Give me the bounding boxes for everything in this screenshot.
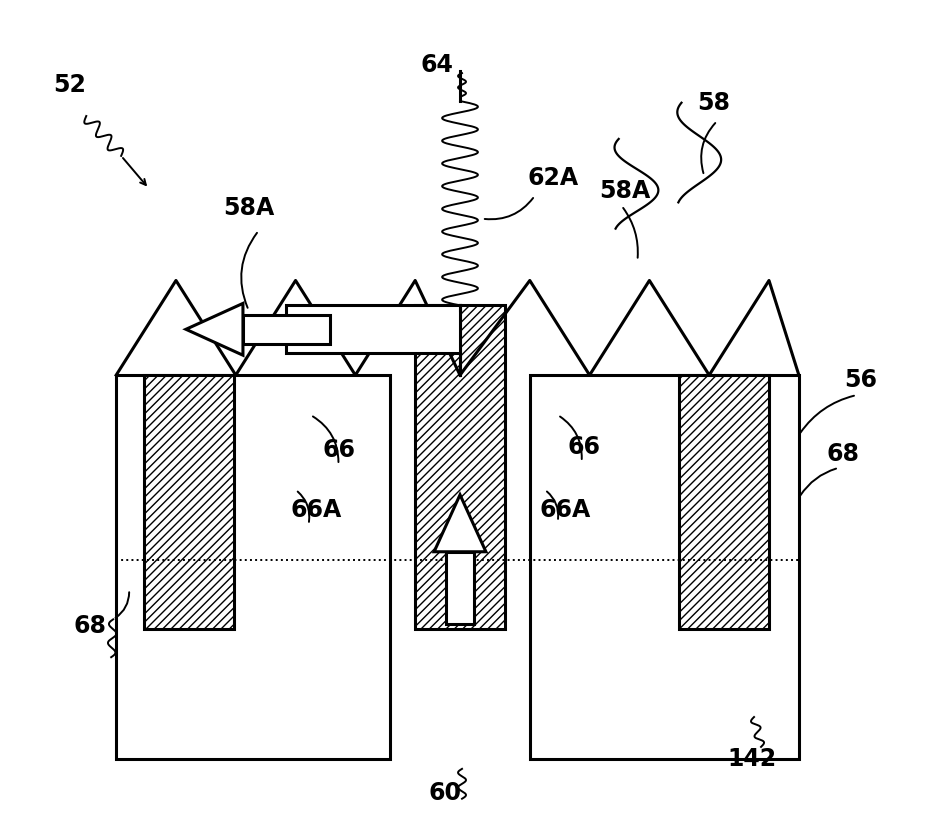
Bar xyxy=(116,375,390,759)
Polygon shape xyxy=(434,494,486,551)
Text: 64: 64 xyxy=(420,54,453,77)
Text: 52: 52 xyxy=(53,73,86,97)
Text: 66A: 66A xyxy=(290,498,342,522)
Text: 66A: 66A xyxy=(540,498,591,522)
Text: 60: 60 xyxy=(428,781,461,804)
Text: 68: 68 xyxy=(827,442,860,466)
Text: 56: 56 xyxy=(843,368,877,392)
Text: 66: 66 xyxy=(568,435,601,459)
Polygon shape xyxy=(446,551,474,624)
Bar xyxy=(286,305,460,354)
Text: 68: 68 xyxy=(73,614,106,639)
Polygon shape xyxy=(186,303,243,355)
Bar xyxy=(144,375,234,629)
Text: 142: 142 xyxy=(728,747,776,771)
Text: 58: 58 xyxy=(698,91,730,115)
Text: 58A: 58A xyxy=(223,196,274,220)
Bar xyxy=(679,375,769,629)
Text: 62A: 62A xyxy=(528,166,579,190)
Text: 58A: 58A xyxy=(600,178,651,203)
Bar xyxy=(530,375,799,759)
Polygon shape xyxy=(243,315,331,344)
Text: 66: 66 xyxy=(322,438,356,462)
Bar xyxy=(416,305,505,629)
